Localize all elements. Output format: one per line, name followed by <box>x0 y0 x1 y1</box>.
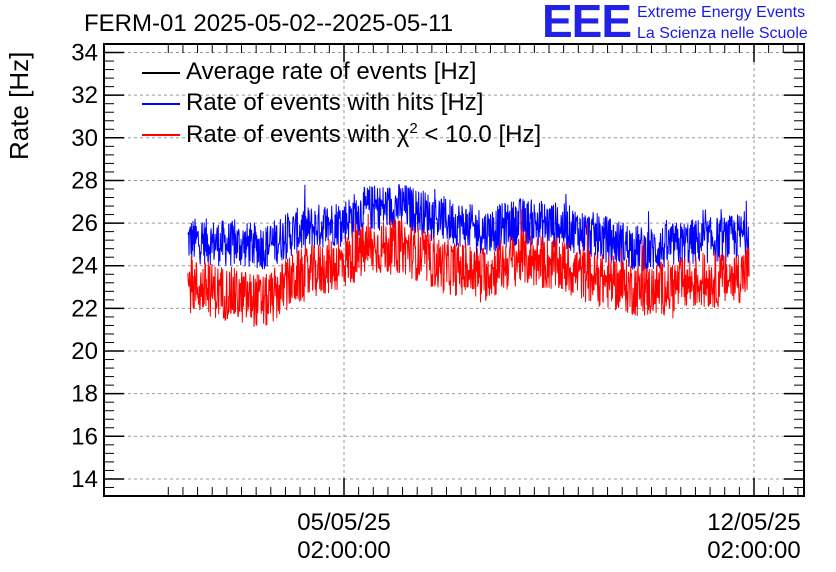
eee-logo-mark: EEE <box>542 0 632 47</box>
x-tick-label-date: 12/05/25 <box>707 509 800 536</box>
y-axis-label: Rate [Hz] <box>4 51 34 160</box>
y-tick-label: 28 <box>71 167 98 194</box>
axis-ticks <box>104 43 804 497</box>
legend-chi2-suffix: < 10.0 [Hz] <box>417 121 542 148</box>
logo-line-2: La Scienza nelle Scuole <box>637 25 808 42</box>
y-tick-label: 16 <box>71 423 98 450</box>
chart-title: FERM-01 2025-05-02--2025-05-11 <box>84 10 454 37</box>
legend-label-hits: Rate of events with hits [Hz] <box>186 89 484 116</box>
x-tick-label-time: 02:00:00 <box>707 537 800 564</box>
y-tick-label: 26 <box>71 210 98 237</box>
legend-label-average: Average rate of events [Hz] <box>186 58 477 85</box>
y-tick-label: 22 <box>71 295 98 322</box>
plot-frame <box>103 43 805 497</box>
series-line-2 <box>187 209 750 327</box>
eee-logo: EEE Extreme Energy Events La Scienza nel… <box>542 0 832 48</box>
x-tick-label-time: 02:00:00 <box>297 537 390 564</box>
y-tick-label: 18 <box>71 381 98 408</box>
y-tick-label: 30 <box>71 125 98 152</box>
series-layer <box>187 184 750 327</box>
legend-label-chi2: Rate of events with χ2 < 10.0 [Hz] <box>186 120 541 149</box>
logo-line-1: Extreme Energy Events <box>637 4 806 21</box>
series-line-1 <box>187 184 750 274</box>
y-tick-label: 14 <box>71 466 98 493</box>
legend-swatch-hits <box>142 103 180 105</box>
legend-swatch-average <box>142 72 180 74</box>
legend-swatch-chi2 <box>142 134 180 136</box>
legend-chi2-sup: 2 <box>409 120 418 137</box>
y-tick-label: 34 <box>71 40 98 67</box>
y-tick-label: 20 <box>71 338 98 365</box>
y-tick-label: 32 <box>71 82 98 109</box>
axis-tick-labels: 141618202224262830323405/05/2502:00:0012… <box>71 40 800 564</box>
x-tick-label-date: 05/05/25 <box>297 509 390 536</box>
legend-chi2-prefix: Rate of events with χ <box>186 121 410 148</box>
y-tick-label: 24 <box>71 253 98 280</box>
